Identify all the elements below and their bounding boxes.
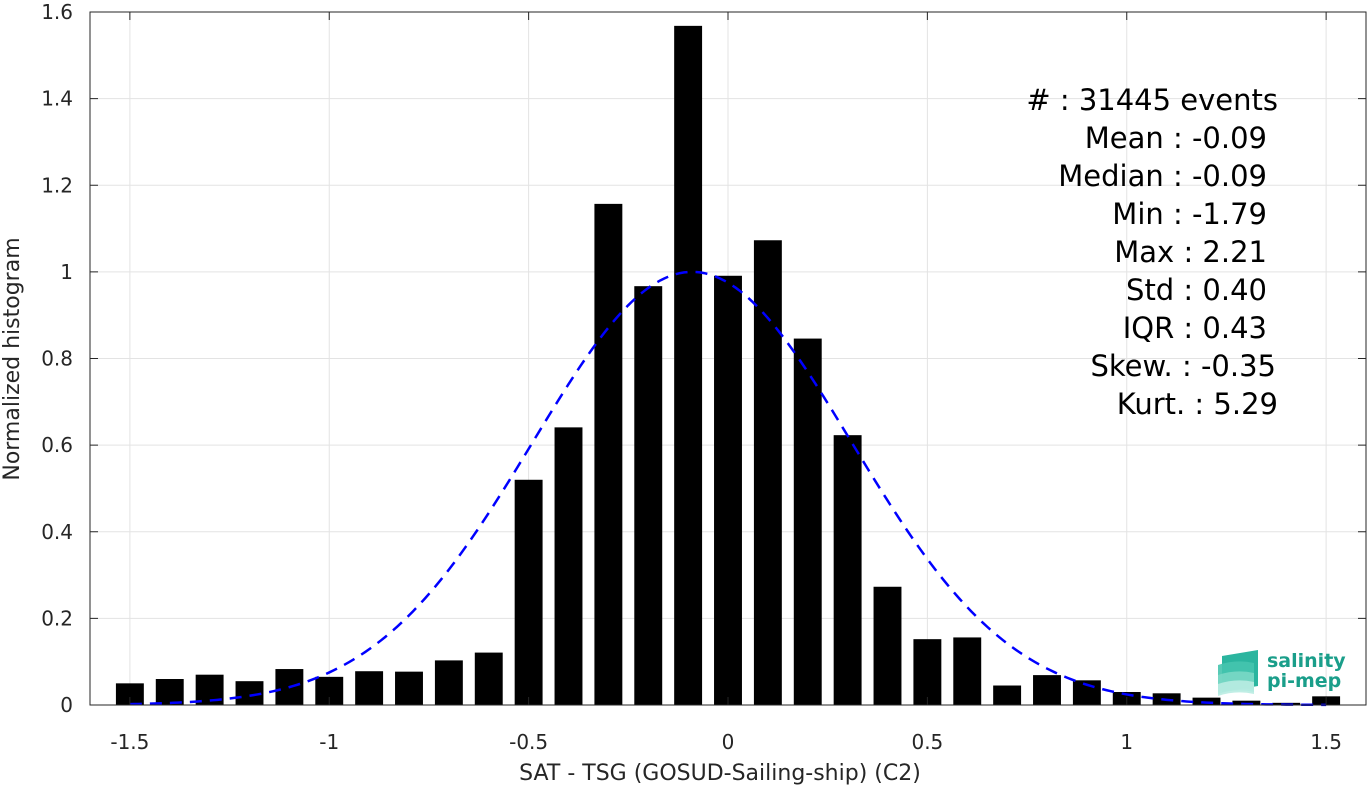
histogram-bar — [993, 685, 1022, 705]
histogram-bar — [634, 286, 663, 705]
x-tick-label: 0.5 — [911, 730, 943, 754]
stats-line: IQR : 0.43 — [1123, 311, 1267, 345]
y-tick-label: 0.8 — [41, 347, 73, 371]
y-tick-label: 0 — [60, 693, 73, 717]
stats-line: Kurt. : 5.29 — [1117, 387, 1278, 421]
histogram-bar — [674, 25, 703, 706]
histogram-bar — [953, 637, 982, 705]
stats-line: Median : -0.09 — [1058, 159, 1267, 193]
logo-waves-icon — [1218, 650, 1258, 696]
y-tick-label: 0.2 — [41, 606, 73, 630]
y-tick-label: 1.2 — [41, 173, 73, 197]
y-axis-label: Normalized histogram — [0, 237, 25, 480]
y-tick-label: 1.4 — [41, 87, 73, 111]
stats-box: # : 31445 events Mean : -0.09 Median : -0.… — [1026, 83, 1278, 421]
stats-line: Max : 2.21 — [1114, 235, 1267, 269]
x-tick-label: -1.5 — [110, 730, 149, 754]
x-tick-label: -0.5 — [509, 730, 548, 754]
y-tick-label: 0.4 — [41, 520, 73, 544]
histogram-bar — [753, 240, 782, 705]
x-tick-label: 1 — [1120, 730, 1133, 754]
histogram-bar — [793, 338, 822, 705]
x-tick-label: -1 — [319, 730, 339, 754]
x-axis-label: SAT - TSG (GOSUD-Sailing-ship) (C2) — [519, 761, 921, 786]
histogram-bar — [1192, 697, 1221, 705]
y-tick-label: 1.6 — [41, 0, 73, 24]
histogram-bar — [355, 671, 384, 705]
histogram-bar — [115, 683, 144, 705]
logo-line2: pi-mep — [1267, 670, 1341, 692]
histogram-bar — [554, 427, 583, 705]
stats-line: Skew. : -0.35 — [1090, 349, 1276, 383]
salinity-pi-mep-logo: salinity pi-mep — [1218, 650, 1346, 696]
x-tick-labels: -1.5 -1 -0.5 0 0.5 1 1.5 — [110, 730, 1342, 754]
histogram-bar — [235, 681, 264, 705]
histogram-bar — [1033, 675, 1061, 705]
stats-line: # : 31445 events — [1026, 83, 1278, 117]
histogram-bar — [514, 479, 543, 705]
histogram-bar — [594, 203, 623, 705]
histogram-bar — [395, 671, 423, 705]
histogram-bar — [873, 586, 902, 705]
y-tick-label: 1 — [60, 260, 73, 284]
gaussian-fit-curve — [129, 270, 1327, 707]
x-tick-label: 1.5 — [1310, 730, 1342, 754]
stats-line: Mean : -0.09 — [1085, 121, 1267, 155]
histogram-bar — [913, 639, 942, 705]
histogram-bars — [115, 25, 1341, 706]
tick-marks — [90, 11, 1366, 706]
histogram-bar — [434, 660, 463, 705]
logo-line1: salinity — [1267, 650, 1346, 672]
histogram-bar — [833, 435, 862, 705]
y-tick-label: 0.6 — [41, 433, 73, 457]
histogram-bar — [155, 679, 184, 705]
histogram-bar — [714, 275, 742, 705]
histogram-bar — [474, 652, 503, 705]
stats-line: Min : -1.79 — [1112, 197, 1267, 231]
x-tick-label: 0 — [722, 730, 735, 754]
stats-line: Std : 0.40 — [1126, 273, 1267, 307]
y-tick-labels: 0 0.2 0.4 0.6 0.8 1 1.2 1.4 1.6 — [41, 0, 73, 717]
